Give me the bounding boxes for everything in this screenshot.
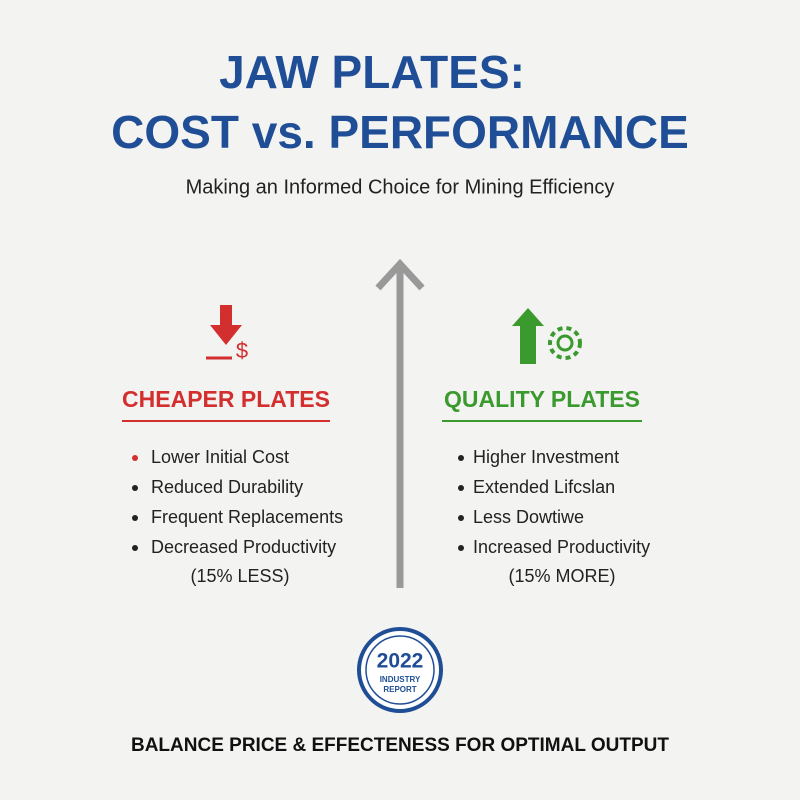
right-heading: QUALITY PLATES [444, 386, 640, 412]
list-item: Extended Lifcslan [473, 477, 615, 497]
list-item: Frequent Replacements [151, 507, 343, 527]
quality-up-icon [512, 308, 582, 364]
cost-down-icon: $ [206, 305, 248, 363]
list-item: Higher Investment [473, 447, 619, 467]
list-item: Less Dowtiwe [473, 507, 584, 527]
bullet [458, 515, 464, 521]
title-line: JAW PLATES: [219, 46, 525, 98]
bullet [132, 485, 138, 491]
bullet [132, 545, 138, 551]
badge-year: 2022 [377, 650, 424, 673]
svg-text:$: $ [236, 338, 248, 363]
bullet [132, 455, 138, 461]
center-arrow [375, 258, 425, 588]
bullet [458, 455, 464, 461]
left-note: (15% LESS) [190, 566, 289, 586]
left-list: Lower Initial Cost Reduced Durability Freq… [132, 447, 343, 557]
list-item: Lower Initial Cost [151, 447, 289, 467]
right-list: Higher Investment Extended Lifcslan Less D… [458, 447, 650, 557]
left-heading: CHEAPER PLATES [122, 386, 330, 412]
bullet [132, 515, 138, 521]
list-item: Reduced Durability [151, 477, 303, 497]
list-item: Decreased Productivity [151, 537, 336, 557]
list-item: Increased Productivity [473, 537, 650, 557]
subtitle: Making an Informed Choice for Mining Eff… [186, 176, 615, 198]
bullet [458, 485, 464, 491]
badge-text: REPORT [383, 685, 416, 694]
footer: BALANCE PRICE & EFFECTENESS FOR OPTIMAL … [131, 735, 669, 756]
bullet [458, 545, 464, 551]
title-line: COST vs. PERFORMANCE [111, 106, 689, 158]
badge-text: INDUSTRY [380, 675, 421, 684]
badge: 2022 INDUSTRY REPORT [357, 627, 443, 713]
right-note: (15% MORE) [508, 566, 615, 586]
